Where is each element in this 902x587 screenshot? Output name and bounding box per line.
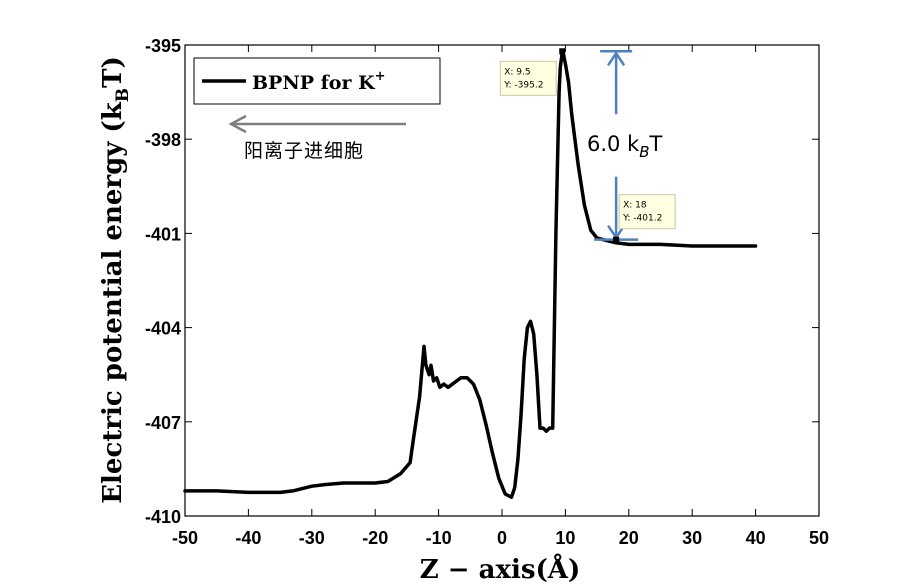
x-tick-label: -50	[172, 528, 198, 548]
x-tick-label: -20	[362, 528, 388, 548]
datatip-marker	[613, 236, 620, 243]
datatip-box	[499, 60, 557, 96]
datatip-box	[618, 194, 676, 230]
y-axis-ticks: -410 -407 -404 -401 -398 -395	[145, 36, 819, 527]
x-axis-ticks: -50 -40 -30 -20 -10 0 10 20 30 40 50	[172, 45, 829, 548]
cell-entry-note: 阳离子进细胞	[228, 114, 406, 162]
x-axis-title: Z − axis(Å)	[420, 554, 581, 585]
plot-area	[184, 44, 820, 517]
barrier-label: 6.0 kBT	[587, 132, 663, 161]
datatip-y-label: Y: -395.2	[503, 80, 543, 90]
datatip-layer: X: 9.5 Y: -395.2 X: 18 Y: -401.2	[499, 48, 676, 243]
datatip-marker	[559, 48, 566, 55]
series-line-bpnp-k	[183, 49, 758, 499]
y-axis-title-end: T)	[98, 56, 128, 88]
y-tick-label: -407	[145, 413, 181, 433]
arrow-note-text: 阳离子进细胞	[244, 140, 364, 162]
legend: BPNP for K+	[193, 57, 441, 105]
datatip-y-label: Y: -401.2	[622, 214, 662, 224]
x-tick-label: -10	[426, 528, 452, 548]
x-tick-label: 0	[497, 528, 507, 548]
y-tick-label: -410	[145, 507, 181, 527]
datatip-x-label: X: 9.5	[504, 67, 530, 77]
x-tick-label: 40	[746, 528, 766, 548]
datatip-x-label: X: 18	[623, 201, 647, 211]
barrier-label-sub: B	[639, 143, 649, 161]
x-tick-label: 50	[809, 528, 829, 548]
x-tick-label: 20	[619, 528, 639, 548]
y-tick-label: -398	[145, 130, 181, 150]
legend-label: BPNP for K+	[252, 69, 386, 94]
x-tick-label: 30	[682, 528, 702, 548]
y-tick-label: -401	[145, 224, 181, 244]
x-tick-label: -40	[235, 528, 261, 548]
barrier-label-end: T	[649, 132, 663, 156]
y-axis-title-sub: B	[113, 88, 133, 102]
note-arrow-head	[228, 114, 247, 134]
series-layer	[183, 49, 758, 499]
y-axis-title: Electric potential energy (kBT)	[98, 56, 133, 504]
y-tick-label: -404	[145, 319, 181, 339]
barrier-arrow-head-up	[607, 51, 626, 66]
legend-label-sup: +	[375, 69, 386, 84]
y-tick-label: -395	[145, 36, 181, 56]
barrier-annotation	[594, 50, 639, 241]
x-tick-label: 10	[555, 528, 575, 548]
x-tick-label: -30	[299, 528, 325, 548]
